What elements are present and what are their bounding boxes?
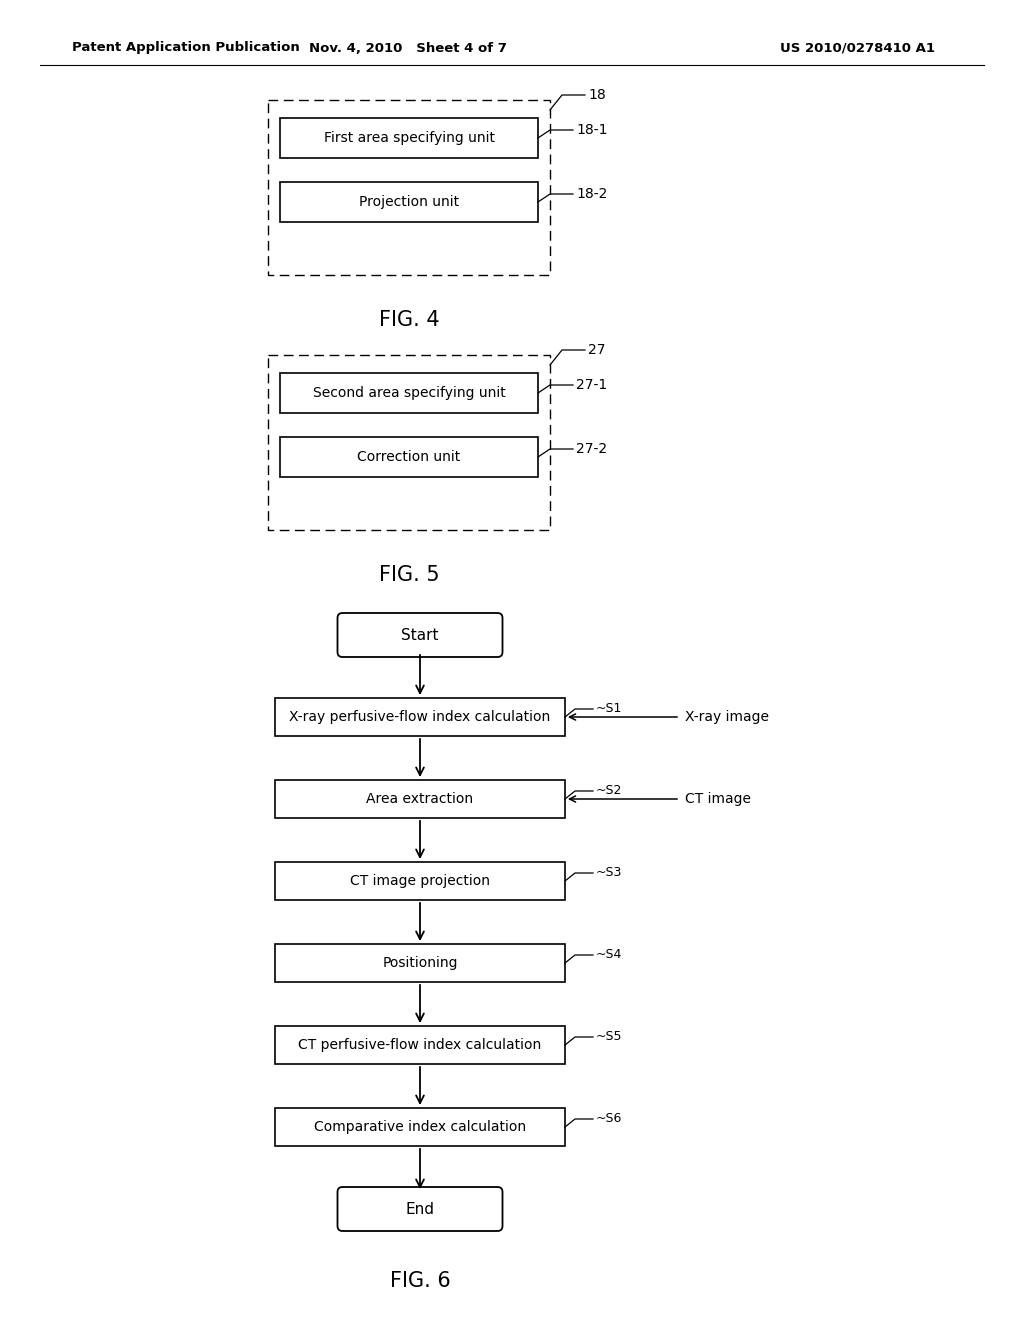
- FancyBboxPatch shape: [275, 780, 565, 818]
- Text: ~S3: ~S3: [596, 866, 623, 879]
- Text: ~S6: ~S6: [596, 1113, 623, 1126]
- Text: FIG. 4: FIG. 4: [379, 310, 439, 330]
- Text: Second area specifying unit: Second area specifying unit: [312, 385, 506, 400]
- Text: CT image projection: CT image projection: [350, 874, 490, 888]
- FancyBboxPatch shape: [338, 1187, 503, 1232]
- Text: 18-2: 18-2: [575, 187, 607, 201]
- Text: FIG. 5: FIG. 5: [379, 565, 439, 585]
- FancyBboxPatch shape: [338, 612, 503, 657]
- Text: 27: 27: [588, 343, 605, 356]
- Text: Comparative index calculation: Comparative index calculation: [314, 1119, 526, 1134]
- FancyBboxPatch shape: [275, 944, 565, 982]
- Text: ~S4: ~S4: [596, 949, 623, 961]
- FancyBboxPatch shape: [275, 862, 565, 900]
- Text: Patent Application Publication: Patent Application Publication: [72, 41, 300, 54]
- Text: Start: Start: [401, 627, 438, 643]
- FancyBboxPatch shape: [275, 1107, 565, 1146]
- Text: ~S2: ~S2: [596, 784, 623, 797]
- FancyBboxPatch shape: [280, 437, 538, 477]
- FancyBboxPatch shape: [280, 182, 538, 222]
- Text: ~S1: ~S1: [596, 702, 623, 715]
- Text: X-ray perfusive-flow index calculation: X-ray perfusive-flow index calculation: [290, 710, 551, 723]
- Text: FIG. 6: FIG. 6: [389, 1271, 451, 1291]
- Text: 18: 18: [588, 88, 606, 102]
- Text: ~S5: ~S5: [596, 1031, 623, 1044]
- Text: 18-1: 18-1: [575, 123, 607, 137]
- FancyBboxPatch shape: [280, 374, 538, 413]
- Text: CT image: CT image: [685, 792, 751, 807]
- Text: X-ray image: X-ray image: [685, 710, 769, 723]
- FancyBboxPatch shape: [280, 117, 538, 158]
- Text: First area specifying unit: First area specifying unit: [324, 131, 495, 145]
- Text: CT perfusive-flow index calculation: CT perfusive-flow index calculation: [298, 1038, 542, 1052]
- Text: Projection unit: Projection unit: [359, 195, 459, 209]
- Text: 27-2: 27-2: [575, 442, 607, 455]
- Text: Correction unit: Correction unit: [357, 450, 461, 465]
- Text: Nov. 4, 2010   Sheet 4 of 7: Nov. 4, 2010 Sheet 4 of 7: [309, 41, 507, 54]
- Text: 27-1: 27-1: [575, 378, 607, 392]
- FancyBboxPatch shape: [275, 1026, 565, 1064]
- FancyBboxPatch shape: [275, 698, 565, 737]
- Text: Area extraction: Area extraction: [367, 792, 473, 807]
- Text: Positioning: Positioning: [382, 956, 458, 970]
- Text: End: End: [406, 1201, 434, 1217]
- Text: US 2010/0278410 A1: US 2010/0278410 A1: [780, 41, 935, 54]
